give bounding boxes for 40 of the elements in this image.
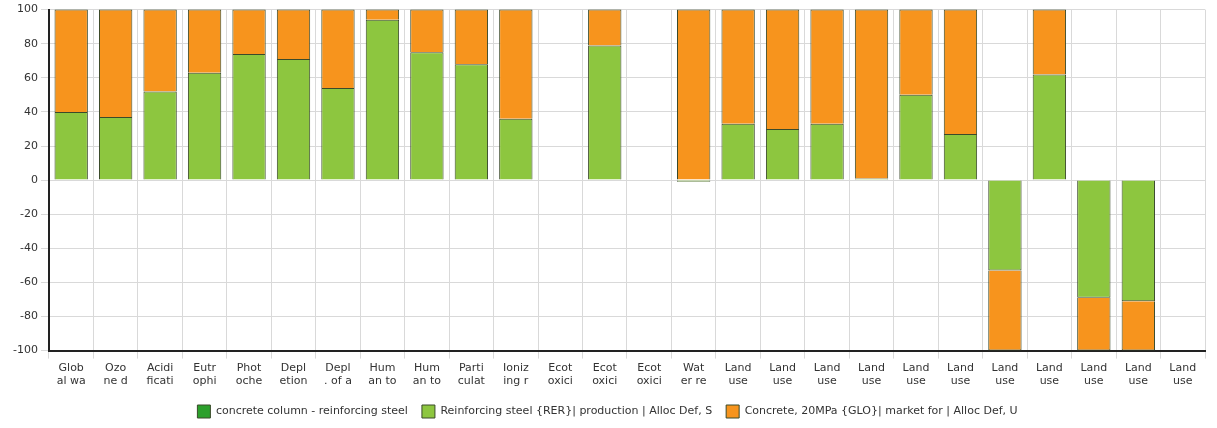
legend-label: Concrete, 20MPa {GLO}| market for | Alloc Def, U: [744, 404, 1018, 418]
x-tick-label: Depl . of a: [324, 361, 352, 388]
y-tick-label: -100: [13, 343, 38, 357]
x-tick-label: Land use: [902, 361, 930, 388]
y-tick-label: 0: [30, 172, 38, 186]
x-tick-label: Ozo ne d: [103, 361, 128, 388]
x-tick-label: Land use: [947, 361, 974, 388]
x-tick-label: Land use: [1035, 361, 1063, 388]
y-tick-label: -60: [20, 275, 38, 289]
y-tick-label: 40: [23, 104, 38, 118]
x-tick-label: Wat er re: [680, 361, 707, 388]
x-tick-label: Land use: [1169, 361, 1197, 388]
x-tick-label: Land use: [813, 361, 841, 388]
x-tick-label: Ecot oxici: [592, 361, 618, 388]
y-tick-label: 100: [16, 2, 38, 16]
x-tick-label: Land use: [1080, 361, 1108, 388]
x-tick-label: Land use: [1124, 361, 1152, 388]
y-tick-label: 80: [23, 36, 38, 50]
x-tick-label: Acidi ficati: [146, 361, 174, 388]
x-tick-label: Hum an to: [368, 361, 397, 388]
x-tick-label: Land use: [769, 361, 797, 388]
x-tick-label: Land use: [858, 361, 885, 388]
x-tick-label: Eutr ophi: [192, 361, 217, 388]
x-tick-label: Parti culat: [457, 361, 486, 388]
x-tick-label: Depl etion: [279, 361, 308, 388]
y-tick-label: 20: [23, 138, 38, 152]
x-tick-label: Glob al wa: [56, 361, 86, 388]
y-tick-label: -40: [20, 241, 38, 255]
legend-label: concrete column - reinforcing steel: [215, 404, 408, 418]
x-tick-label: Ecot oxici: [547, 361, 573, 388]
x-tick-label: Ioniz ing r: [502, 361, 529, 388]
x-tick-label: Phot oche: [235, 361, 263, 388]
y-tick-label: -20: [20, 207, 38, 221]
x-tick-label: Ecot oxici: [636, 361, 662, 388]
y-tick-label: -80: [20, 309, 38, 323]
x-tick-label: Hum an to: [412, 361, 442, 388]
legend-label: Reinforcing steel {RER}| production | Alloc Def, S: [440, 404, 713, 418]
y-tick-label: 60: [23, 70, 38, 84]
x-tick-label: Land use: [724, 361, 752, 388]
x-tick-label: Land use: [991, 361, 1019, 388]
